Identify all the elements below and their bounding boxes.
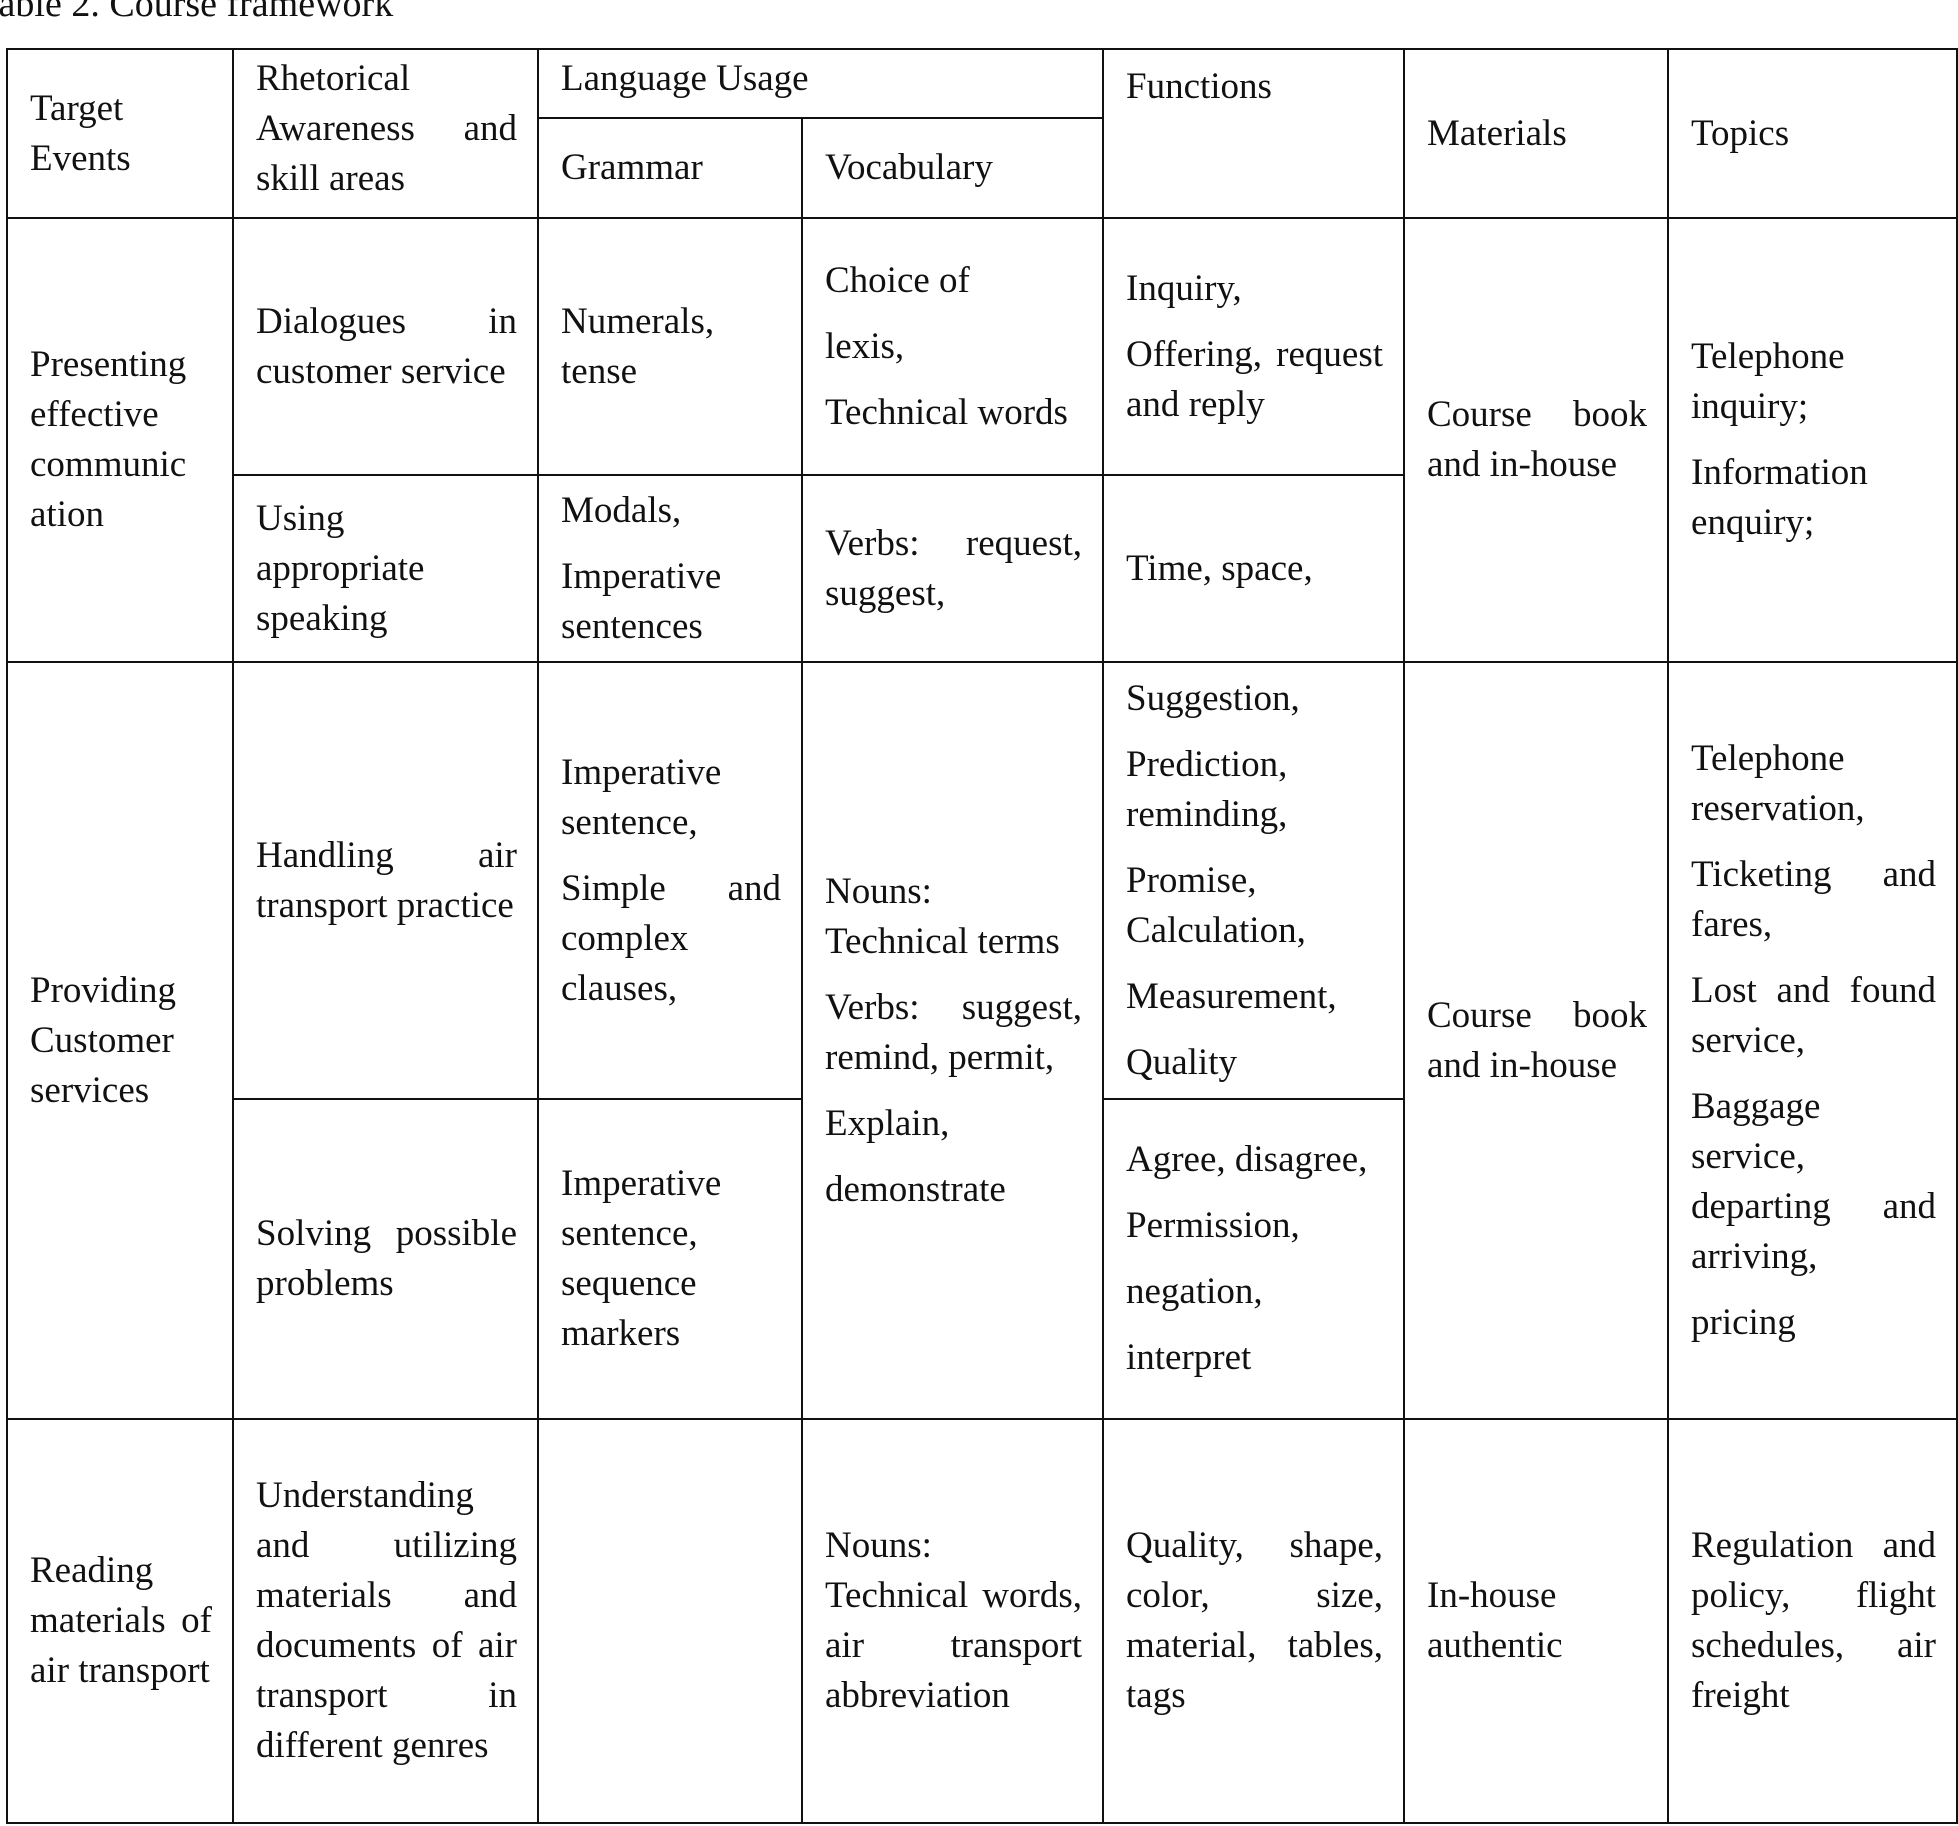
cell: Telephone reservation, Ticketing and fare… [1667,661,1958,1420]
cell-text: In-house authentic [1427,1575,1563,1666]
cell: Nouns: Technical words, air transport ab… [801,1418,1104,1824]
cell-text: Measurement, [1126,975,1337,1017]
cell: Agree, disagree, Permission, negation, inte… [1102,1098,1405,1420]
header-topics: Topics [1667,48,1958,219]
header-rhetorical: Rhetorical Awareness and skill areas [232,48,539,219]
cell-text: Permission, [1126,1205,1300,1246]
cell: Course book and in-house [1403,661,1669,1420]
cell-text: lexis, [825,325,905,367]
cell-text: Suggestion, [1126,677,1300,719]
cell-text: Simple and complex clauses, [561,867,781,1009]
cell [537,1418,803,1824]
cell-text: Verbs: suggest, remind, permit, [825,986,1082,1078]
cell: Solving possible problems [232,1098,539,1420]
cell-text: Telephone reservation, [1691,737,1865,829]
cell: Regulation and policy, flight schedules,… [1667,1418,1958,1824]
cell: Nouns: Technical terms Verbs: suggest, re… [801,661,1104,1420]
cell: In-house authentic [1403,1418,1669,1824]
cell-text: Imperative sentence, [561,751,722,843]
header-materials: Materials [1403,48,1669,219]
cell-text: Reading materials of air transport [30,1550,212,1691]
cell: Course book and in-house [1403,217,1669,663]
cell-text: Course book and in-house [1427,394,1647,485]
cell: Verbs: request, suggest, [801,474,1104,663]
cell-text: Time, space, [1126,547,1313,589]
cell-text: demonstrate [825,1168,1006,1210]
header-functions: Functions [1102,48,1405,219]
cell: Presenting effective communic ation [6,217,234,663]
course-framework-table: Target Events Rhetorical Awareness and s… [6,48,1958,1824]
cell-text: negation, [1126,1271,1263,1312]
cell-text: Providing Customer services [30,969,176,1111]
table-caption: Table 2. Course framework [0,0,394,25]
cell: Providing Customer services [6,661,234,1420]
header-grammar: Grammar [537,117,803,219]
header-target-events: Target Events [6,48,234,219]
cell-text: Promise, Calculation, [1126,859,1306,951]
cell-text: Quality, shape, color, size, material, t… [1126,1525,1383,1716]
cell-text: Inquiry, [1126,267,1242,309]
cell: Telephone inquiry; Information enquiry; [1667,217,1958,663]
cell-text: Understanding and utilizing materials an… [256,1475,517,1766]
cell-text: Handling air transport practice [256,834,517,926]
cell: Understanding and utilizing materials an… [232,1418,539,1824]
cell-text: Dialogues in customer service [256,300,517,392]
cell-text: Ticketing and fares, [1691,853,1936,945]
cell: Choice of lexis, Technical words [801,217,1104,476]
cell-text: Quality [1126,1041,1237,1083]
cell-text: Information enquiry; [1691,452,1868,543]
cell-text: Imperative sentence, sequence markers [561,1163,722,1354]
cell-text: Prediction, reminding, [1126,743,1288,835]
cell: Imperative sentence, sequence markers [537,1098,803,1420]
cell-text: Lost and found service, [1691,969,1936,1061]
cell: Imperative sentence, Simple and complex c… [537,661,803,1100]
cell: Time, space, [1102,474,1405,663]
cell-text: Explain, [825,1102,950,1144]
header-language-usage: Language Usage [537,48,1104,119]
cell: Reading materials of air transport [6,1418,234,1824]
cell-text: Using appropriate speaking [256,497,425,639]
cell: Numerals, tense [537,217,803,476]
cell-text: Modals, [561,489,682,531]
cell: Handling air transport practice [232,661,539,1100]
cell-text: Nouns: Technical words, air transport ab… [825,1525,1082,1716]
cell-text: interpret [1126,1337,1252,1378]
cell-text: pricing [1691,1301,1796,1343]
cell-text: Baggage service, departing and arriving, [1691,1085,1936,1277]
cell-text: Numerals, tense [561,300,715,392]
cell: Inquiry, Offering, request and reply [1102,217,1405,476]
cell: Modals, Imperative sentences [537,474,803,663]
cell-text: Verbs: request, suggest, [825,522,1082,614]
cell-text: Agree, disagree, [1126,1139,1368,1180]
cell: Suggestion, Prediction, reminding, Promise… [1102,661,1405,1100]
header-vocabulary: Vocabulary [801,117,1104,219]
cell-text: Imperative sentences [561,555,722,647]
cell: Quality, shape, color, size, material, t… [1102,1418,1405,1824]
cell: Using appropriate speaking [232,474,539,663]
cell: Dialogues in customer service [232,217,539,476]
cell-text: Regulation and policy, flight schedules,… [1691,1525,1936,1716]
cell-text: Technical words [825,391,1068,433]
cell-text: Choice of [825,259,970,301]
cell-text: Presenting effective communic ation [30,344,187,535]
cell-text: Nouns: Technical terms [825,870,1060,962]
cell-text: Telephone inquiry; [1691,336,1845,427]
cell-text: Offering, request and reply [1126,333,1383,425]
cell-text: Course book and in-house [1427,994,1647,1086]
cell-text: Solving possible problems [256,1213,517,1304]
